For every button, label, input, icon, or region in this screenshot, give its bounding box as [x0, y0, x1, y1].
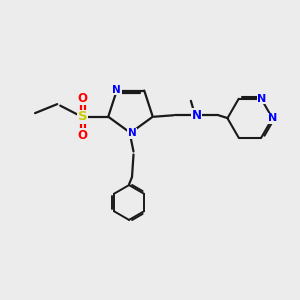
Text: N: N — [112, 85, 121, 95]
Text: N: N — [268, 113, 278, 123]
Text: N: N — [192, 109, 202, 122]
Text: O: O — [78, 129, 88, 142]
Text: S: S — [78, 110, 88, 123]
Text: N: N — [257, 94, 266, 104]
Text: N: N — [128, 128, 136, 139]
Text: O: O — [78, 92, 88, 105]
